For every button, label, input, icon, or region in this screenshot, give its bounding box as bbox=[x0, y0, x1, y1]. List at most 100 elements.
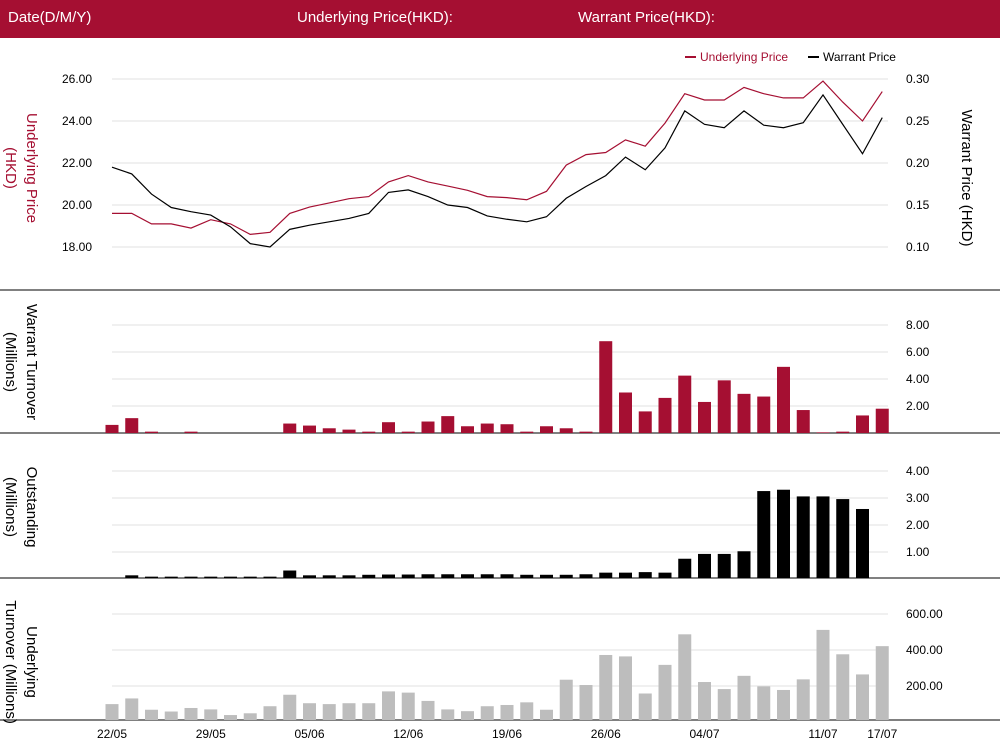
underlying-turnover-bar bbox=[856, 674, 869, 720]
x-tick-label: 04/07 bbox=[689, 727, 719, 741]
warrant-turnover-bar bbox=[559, 428, 573, 433]
underlying-turnover-bar bbox=[579, 685, 593, 720]
x-tick-label: 17/07 bbox=[867, 727, 897, 741]
warrant-turnover-bar bbox=[342, 429, 356, 433]
underlying-turnover-bar bbox=[243, 713, 257, 720]
outstanding-bar bbox=[638, 572, 652, 578]
outstanding-bar bbox=[559, 574, 573, 578]
underlying-turnover-bar bbox=[540, 709, 553, 720]
underlying-turnover-bar bbox=[362, 703, 376, 720]
outstanding-bar bbox=[816, 496, 830, 578]
warrant-turnover-bar bbox=[796, 410, 810, 433]
outstanding-bar bbox=[579, 574, 593, 578]
outstanding-axis-label: (Millions) bbox=[2, 477, 19, 537]
outstanding-axis-label: Outstanding bbox=[23, 467, 40, 548]
right-tick-label: 0.20 bbox=[906, 156, 930, 170]
outstanding-bar bbox=[342, 575, 356, 578]
underlying-turnover-bar bbox=[322, 704, 336, 720]
x-tick-label: 19/06 bbox=[492, 727, 522, 741]
underlying-turnover-bar bbox=[105, 704, 119, 720]
warrant-turnover-bar bbox=[678, 375, 692, 433]
outstanding-bar bbox=[678, 558, 692, 578]
left-tick-label: 18.00 bbox=[62, 240, 92, 254]
underlying-turnover-bar bbox=[500, 704, 514, 720]
x-tick-label: 11/07 bbox=[808, 727, 837, 741]
outstanding-bar bbox=[619, 572, 632, 578]
underlying-turnover-bar bbox=[816, 629, 830, 720]
outstanding-bar bbox=[204, 576, 218, 578]
outstanding-bar bbox=[836, 499, 850, 578]
underlying-turnover-bar bbox=[678, 634, 692, 720]
outstanding-tick-label: 3.00 bbox=[906, 491, 930, 505]
warrant-turnover-tick-label: 6.00 bbox=[906, 345, 930, 359]
warrant-turnover-axis-label: (Millions) bbox=[2, 332, 19, 392]
right-tick-label: 0.10 bbox=[906, 240, 930, 254]
underlying-turnover-bar bbox=[164, 711, 178, 720]
underlying-turnover-bar bbox=[421, 700, 435, 720]
x-tick-label: 22/05 bbox=[97, 727, 127, 741]
warrant-turnover-bar bbox=[816, 432, 830, 433]
underlying-turnover-bar bbox=[520, 702, 534, 720]
warrant-turnover-bar bbox=[757, 396, 771, 433]
outstanding-bar bbox=[283, 570, 297, 578]
outstanding-bar bbox=[243, 576, 257, 578]
warrant-price-axis-label: Warrant Price (HKD) bbox=[958, 110, 975, 247]
underlying-turnover-bar bbox=[461, 711, 474, 720]
warrant-turnover-tick-label: 2.00 bbox=[906, 399, 930, 413]
underlying-turnover-bar bbox=[480, 706, 494, 720]
underlying-turnover-bar bbox=[441, 709, 455, 720]
underlying-turnover-bar bbox=[283, 694, 297, 720]
underlying-turnover-bar bbox=[342, 703, 356, 720]
left-tick-label: 22.00 bbox=[62, 156, 92, 170]
warrant-turnover-bar bbox=[777, 366, 790, 433]
underlying-price-label: Underlying Price(HKD): bbox=[297, 9, 453, 26]
left-tick-label: 20.00 bbox=[62, 198, 92, 212]
warrant-turnover-bar bbox=[480, 423, 494, 433]
warrant-turnover-bar bbox=[698, 401, 711, 433]
chart-area: 26.00 24.00 22.00 20.00 18.00 0.30 0.25 0.20 0.1… bbox=[0, 50, 1000, 741]
underlying-turnover-bar bbox=[184, 707, 198, 720]
date-label: Date(D/M/Y) bbox=[8, 9, 92, 26]
underlying-turnover-bar bbox=[224, 715, 237, 720]
warrant-turnover-bar bbox=[856, 415, 869, 433]
outstanding-bar bbox=[322, 575, 336, 578]
outstanding-bar bbox=[125, 575, 139, 578]
underlying-turnover-bar bbox=[401, 692, 415, 720]
warrant-turnover-bar bbox=[362, 431, 376, 433]
warrant-turnover-bar bbox=[599, 341, 613, 433]
underlying-turnover-bar bbox=[737, 675, 751, 720]
warrant-price-label: Warrant Price(HKD): bbox=[578, 9, 715, 26]
underlying-turnover-bar bbox=[263, 706, 277, 720]
outstanding-bar bbox=[599, 572, 613, 578]
warrant-turnover-bar bbox=[836, 431, 850, 433]
warrant-turnover-axis-label: Warrant Turnover bbox=[23, 304, 40, 420]
underlying-price-axis-label: Underlying Price bbox=[23, 113, 40, 223]
underlying-turnover-tick-label: 200.00 bbox=[906, 679, 943, 693]
outstanding-bar bbox=[698, 553, 711, 578]
outstanding-bar bbox=[500, 574, 514, 578]
outstanding-bar bbox=[717, 553, 731, 578]
underlying-turnover-bar bbox=[836, 654, 850, 720]
warrant-turnover-bar bbox=[401, 431, 415, 433]
warrant-turnover-bar bbox=[579, 431, 593, 433]
warrant-turnover-bar bbox=[382, 422, 395, 433]
underlying-turnover-bar bbox=[658, 664, 672, 720]
outstanding-bar bbox=[224, 576, 237, 578]
underlying-turnover-bar bbox=[599, 654, 613, 720]
underlying-turnover-bar bbox=[145, 709, 158, 720]
warrant-turnover-bar bbox=[875, 408, 889, 433]
outstanding-bar bbox=[480, 574, 494, 578]
outstanding-bar bbox=[184, 576, 198, 578]
warrant-turnover-bar bbox=[125, 418, 139, 433]
outstanding-bar bbox=[382, 574, 395, 578]
warrant-turnover-bar bbox=[717, 380, 731, 433]
underlying-price-line bbox=[112, 80, 883, 236]
warrant-turnover-bar bbox=[303, 425, 316, 433]
right-tick-label: 0.15 bbox=[906, 198, 930, 212]
warrant-turnover-bar bbox=[500, 424, 514, 433]
outstanding-bar bbox=[757, 491, 771, 578]
outstanding-bar bbox=[263, 576, 277, 578]
underlying-turnover-tick-label: 600.00 bbox=[906, 607, 943, 621]
underlying-turnover-bar bbox=[303, 703, 316, 720]
outstanding-bar bbox=[421, 574, 435, 578]
